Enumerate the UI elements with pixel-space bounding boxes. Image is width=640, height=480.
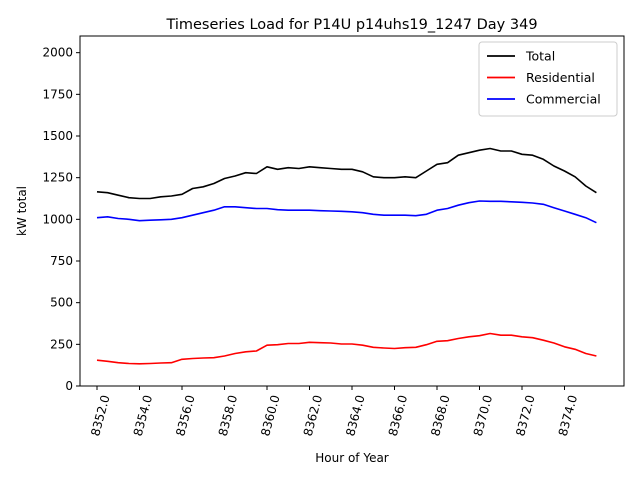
legend-label-total: Total xyxy=(525,49,555,64)
plot-area-frame xyxy=(79,35,625,387)
series-layer xyxy=(96,147,597,365)
legend-label-commercial: Commercial xyxy=(526,92,601,107)
legend-label-residential: Residential xyxy=(526,70,595,85)
y-tick-label: 1250 xyxy=(42,171,73,185)
series-line-commercial xyxy=(96,200,597,224)
legend-frame xyxy=(478,41,618,117)
y-tick-label: 1000 xyxy=(42,212,73,226)
y-tick-label: 500 xyxy=(50,296,73,310)
series-line-total xyxy=(96,147,597,200)
y-tick-label: 1750 xyxy=(42,87,73,101)
x-axis-label: Hour of Year xyxy=(315,451,389,465)
y-tick-label: 1500 xyxy=(42,129,73,143)
y-tick-label: 250 xyxy=(50,337,73,351)
y-tick-label: 0 xyxy=(65,379,73,393)
y-tick-label: 750 xyxy=(50,254,73,268)
y-axis-label: kW total xyxy=(15,186,29,236)
legend: Total Residential Commercial xyxy=(478,41,618,117)
series-line-residential xyxy=(96,332,597,365)
chart-title: Timeseries Load for P14U p14uhs19_1247 D… xyxy=(165,17,537,33)
y-tick-label: 2000 xyxy=(42,46,73,60)
